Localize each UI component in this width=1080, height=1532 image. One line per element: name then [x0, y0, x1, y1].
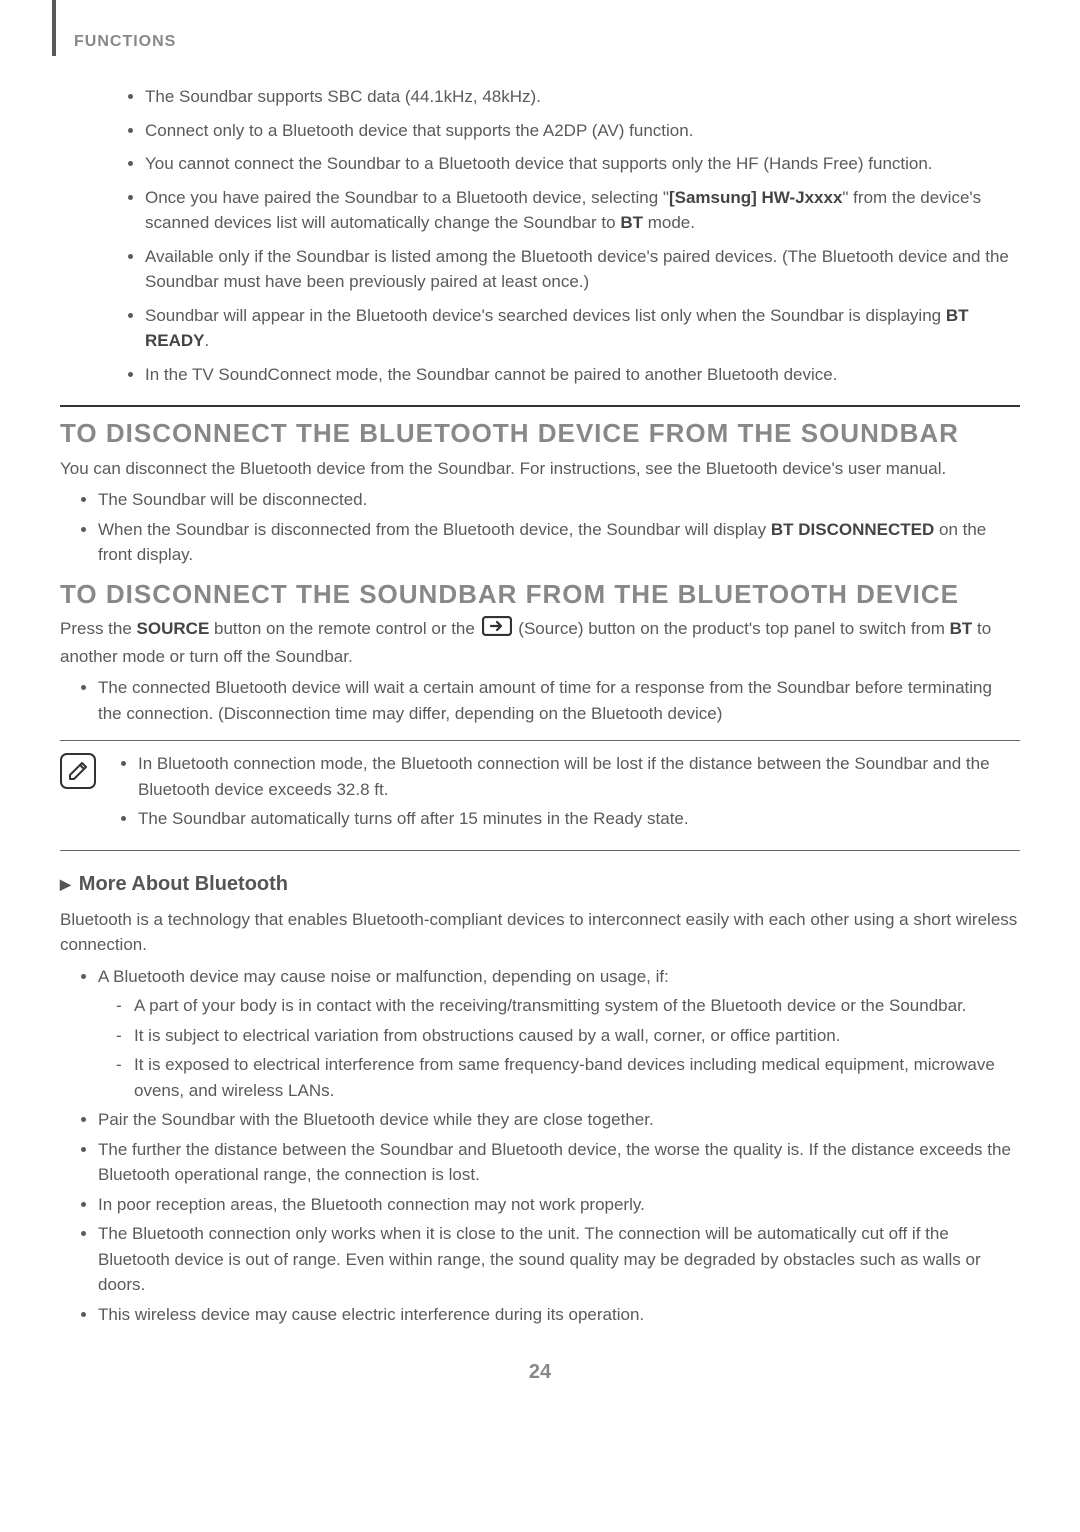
list-item: In poor reception areas, the Bluetooth c… [98, 1192, 1020, 1218]
sub-list-item: It is subject to electrical variation fr… [134, 1023, 1020, 1049]
list-item: The Soundbar automatically turns off aft… [138, 806, 1020, 832]
divider [60, 405, 1020, 407]
section-heading-disconnect-soundbar: TO DISCONNECT THE SOUNDBAR FROM THE BLUE… [60, 578, 1020, 611]
list-item: The Bluetooth connection only works when… [98, 1221, 1020, 1298]
triangle-icon: ▶ [60, 874, 71, 895]
section1-intro: You can disconnect the Bluetooth device … [60, 456, 1020, 482]
more-about-heading: ▶ More About Bluetooth [60, 869, 1020, 899]
more-about-bullets: A Bluetooth device may cause noise or ma… [60, 964, 1020, 1328]
list-item: In the TV SoundConnect mode, the Soundba… [145, 362, 1020, 388]
list-item: Available only if the Soundbar is listed… [145, 244, 1020, 295]
pencil-note-icon [60, 753, 96, 789]
list-item: The Soundbar will be disconnected. [98, 487, 1020, 513]
divider [60, 740, 1020, 741]
list-item: Once you have paired the Soundbar to a B… [145, 185, 1020, 236]
bullet-text: A Bluetooth device may cause noise or ma… [98, 967, 669, 986]
list-item: Soundbar will appear in the Bluetooth de… [145, 303, 1020, 354]
list-item: This wireless device may cause electric … [98, 1302, 1020, 1328]
list-item: Connect only to a Bluetooth device that … [145, 118, 1020, 144]
page-number: 24 [60, 1357, 1020, 1387]
section2-bullets: The connected Bluetooth device will wait… [60, 675, 1020, 726]
list-item: You cannot connect the Soundbar to a Blu… [145, 151, 1020, 177]
more-about-intro: Bluetooth is a technology that enables B… [60, 907, 1020, 958]
intro-bullet-list: The Soundbar supports SBC data (44.1kHz,… [60, 84, 1020, 387]
sub-list: A part of your body is in contact with t… [98, 993, 1020, 1103]
sub-list-item: It is exposed to electrical interference… [134, 1052, 1020, 1103]
functions-label: FUNCTIONS [60, 30, 1020, 54]
list-item: The further the distance between the Sou… [98, 1137, 1020, 1188]
note-content: In Bluetooth connection mode, the Blueto… [116, 751, 1020, 836]
list-item: The connected Bluetooth device will wait… [98, 675, 1020, 726]
list-item: In Bluetooth connection mode, the Blueto… [138, 751, 1020, 802]
list-item: A Bluetooth device may cause noise or ma… [98, 964, 1020, 1104]
header-tab: FUNCTIONS [60, 30, 1020, 54]
list-item: When the Soundbar is disconnected from t… [98, 517, 1020, 568]
section2-intro-before: Press the SOURCE button on the remote co… [60, 619, 480, 638]
sub-list-item: A part of your body is in contact with t… [134, 993, 1020, 1019]
list-item: The Soundbar supports SBC data (44.1kHz,… [145, 84, 1020, 110]
more-about-heading-text: More About Bluetooth [79, 873, 288, 895]
list-item: Pair the Soundbar with the Bluetooth dev… [98, 1107, 1020, 1133]
section2-intro: Press the SOURCE button on the remote co… [60, 616, 1020, 669]
section1-bullets: The Soundbar will be disconnected. When … [60, 487, 1020, 568]
note-block: In Bluetooth connection mode, the Blueto… [60, 751, 1020, 836]
divider [60, 850, 1020, 851]
section-heading-disconnect-device: TO DISCONNECT THE BLUETOOTH DEVICE FROM … [60, 417, 1020, 450]
source-icon [482, 616, 512, 644]
